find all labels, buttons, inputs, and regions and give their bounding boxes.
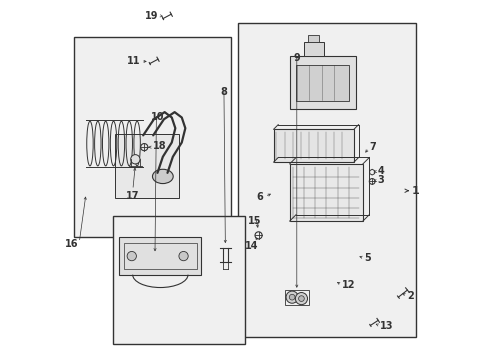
Bar [296, 65, 349, 101]
Text: 3: 3 [377, 175, 384, 185]
Text: 1: 1 [412, 186, 420, 196]
Bar [290, 56, 356, 109]
Text: 17: 17 [126, 192, 139, 202]
Circle shape [179, 251, 188, 261]
Bar [285, 290, 309, 305]
Text: 5: 5 [365, 253, 371, 263]
Circle shape [295, 293, 308, 305]
Text: 6: 6 [256, 192, 263, 202]
Text: 18: 18 [153, 141, 167, 151]
Bar [304, 42, 323, 56]
Text: 19: 19 [145, 11, 159, 21]
Text: 4: 4 [377, 166, 384, 176]
Circle shape [289, 294, 295, 300]
Bar [308, 35, 319, 42]
Text: 10: 10 [151, 112, 164, 122]
Bar [113, 216, 245, 344]
Text: 11: 11 [126, 57, 140, 66]
Circle shape [127, 251, 136, 261]
Text: 7: 7 [369, 142, 376, 152]
Text: 8: 8 [220, 87, 227, 97]
Text: 16: 16 [65, 239, 78, 249]
Bar [238, 23, 416, 337]
Ellipse shape [152, 169, 173, 184]
Bar [123, 243, 197, 269]
Text: 13: 13 [380, 321, 393, 331]
Text: 12: 12 [342, 280, 356, 291]
Bar [115, 134, 179, 198]
Text: 9: 9 [294, 53, 300, 63]
Circle shape [286, 291, 298, 303]
Bar [273, 129, 354, 162]
Text: 2: 2 [408, 291, 414, 301]
Bar [74, 37, 231, 237]
Text: 14: 14 [245, 241, 259, 251]
Circle shape [131, 155, 140, 164]
Bar [290, 164, 363, 221]
Bar [119, 237, 201, 275]
Circle shape [298, 296, 304, 301]
Text: 15: 15 [248, 216, 262, 226]
